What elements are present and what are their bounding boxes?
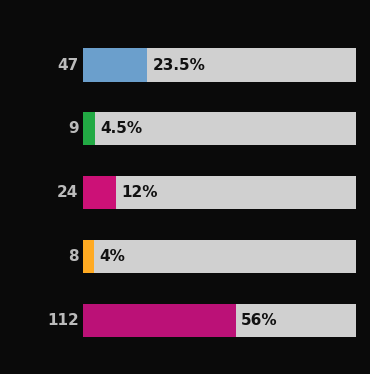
Bar [83,112,95,145]
Text: 23.5%: 23.5% [152,58,205,73]
Bar [83,48,356,82]
Bar [83,240,94,273]
Bar [83,176,356,209]
Bar [83,304,236,337]
Text: 24: 24 [57,185,78,200]
Bar [83,304,356,337]
Text: 112: 112 [47,313,78,328]
Bar [83,48,147,82]
Bar [83,112,356,145]
Text: 9: 9 [68,121,78,136]
Bar [83,176,115,209]
Text: 56%: 56% [241,313,278,328]
Bar [83,240,356,273]
Text: 47: 47 [57,58,78,73]
Text: 12%: 12% [121,185,158,200]
Text: 4%: 4% [99,249,125,264]
Text: 4.5%: 4.5% [101,121,142,136]
Text: 8: 8 [68,249,78,264]
